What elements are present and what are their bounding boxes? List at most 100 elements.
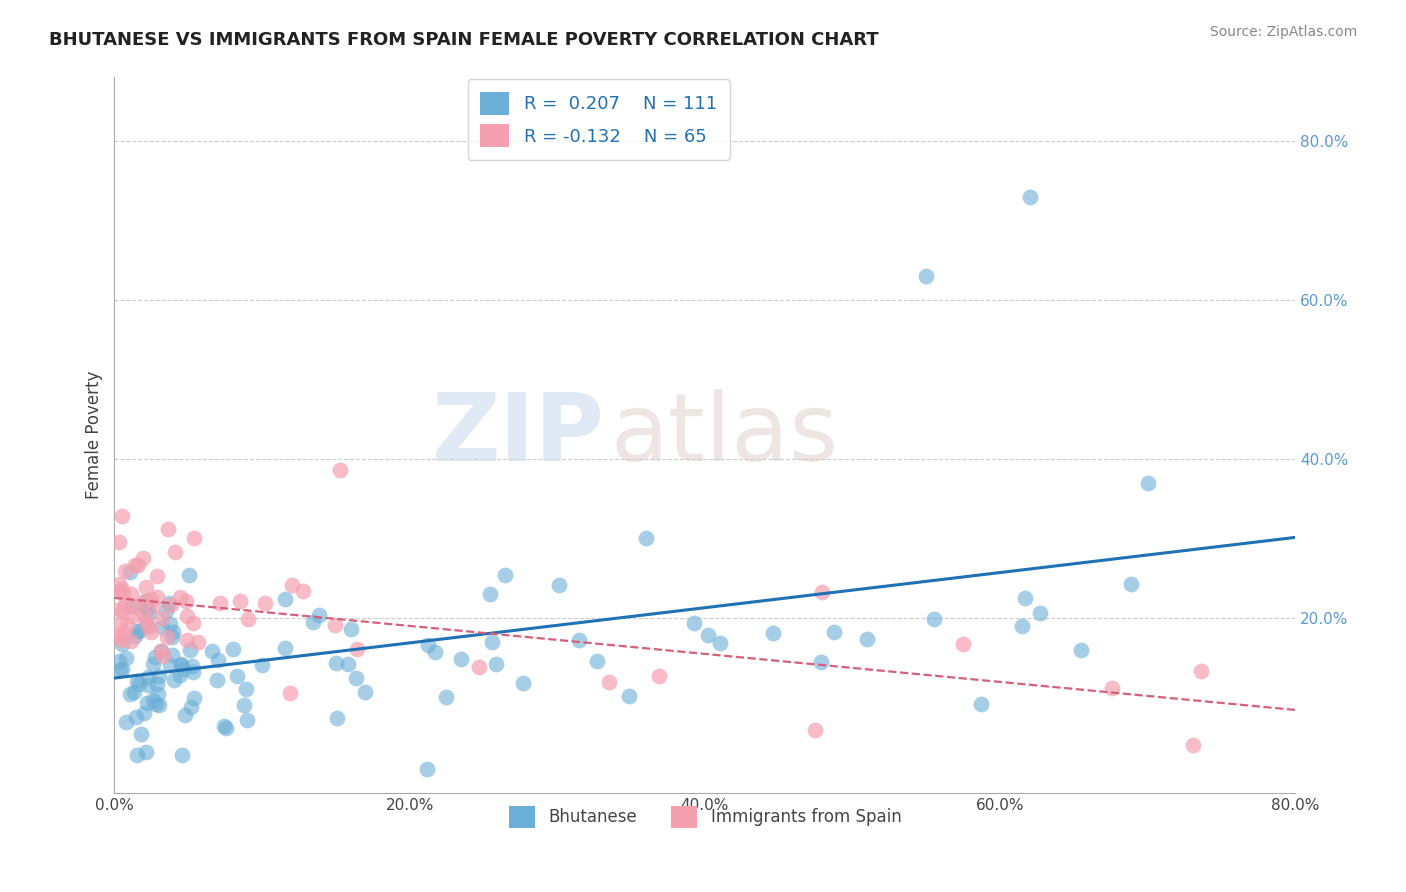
Point: [1028, 606, 1050, 620]
Point: [180, 700, 202, 714]
Point: [172, 662, 194, 676]
Point: [139, 592, 162, 607]
Point: [648, 669, 671, 683]
Point: [682, 615, 704, 630]
Point: [114, 564, 136, 578]
Point: [111, 582, 134, 596]
Y-axis label: Female Poverty: Female Poverty: [86, 371, 103, 500]
Point: [568, 632, 591, 647]
Point: [110, 628, 132, 642]
Point: [855, 632, 877, 646]
Text: atlas: atlas: [610, 389, 839, 481]
Point: [132, 550, 155, 565]
Point: [163, 673, 186, 687]
Point: [110, 584, 132, 599]
Point: [292, 583, 315, 598]
Point: [1189, 664, 1212, 678]
Point: [281, 578, 304, 592]
Point: [120, 633, 142, 648]
Point: [183, 531, 205, 545]
Point: [152, 649, 174, 664]
Point: [155, 604, 177, 618]
Point: [111, 625, 134, 640]
Point: [450, 652, 472, 666]
Point: [115, 617, 138, 632]
Point: [173, 707, 195, 722]
Point: [212, 718, 235, 732]
Point: [127, 558, 149, 572]
Point: [150, 620, 173, 634]
Point: [804, 723, 827, 737]
Point: [148, 698, 170, 712]
Point: [136, 696, 159, 710]
Point: [278, 685, 301, 699]
Point: [709, 636, 731, 650]
Point: [174, 594, 197, 608]
Point: [617, 689, 640, 703]
Point: [598, 675, 620, 690]
Point: [425, 645, 447, 659]
Point: [274, 591, 297, 606]
Point: [112, 587, 135, 601]
Point: [127, 673, 149, 688]
Point: [165, 545, 187, 559]
Point: [134, 599, 156, 613]
Point: [139, 624, 162, 639]
Point: [179, 643, 201, 657]
Point: [110, 633, 132, 648]
Point: [169, 590, 191, 604]
Point: [134, 609, 156, 624]
Point: [142, 657, 165, 671]
Point: [145, 677, 167, 691]
Point: [353, 685, 375, 699]
Point: [108, 601, 131, 615]
Point: [226, 669, 249, 683]
Point: [200, 643, 222, 657]
Point: [111, 662, 134, 676]
Text: ZIP: ZIP: [432, 389, 605, 481]
Point: [162, 624, 184, 639]
Point: [952, 637, 974, 651]
Point: [108, 664, 131, 678]
Point: [148, 669, 170, 683]
Point: [138, 620, 160, 634]
Point: [1014, 591, 1036, 605]
Point: [181, 615, 204, 630]
Point: [468, 659, 491, 673]
Point: [124, 558, 146, 572]
Point: [252, 658, 274, 673]
Point: [207, 653, 229, 667]
Point: [145, 697, 167, 711]
Point: [118, 687, 141, 701]
Point: [120, 599, 142, 614]
Point: [180, 659, 202, 673]
Point: [416, 763, 439, 777]
Point: [125, 710, 148, 724]
Point: [823, 625, 845, 640]
Point: [121, 608, 143, 623]
Point: [120, 587, 142, 601]
Point: [1011, 618, 1033, 632]
Point: [811, 584, 834, 599]
Point: [229, 593, 252, 607]
Point: [157, 522, 180, 536]
Point: [128, 677, 150, 691]
Point: [274, 641, 297, 656]
Point: [111, 637, 134, 651]
Point: [922, 612, 945, 626]
Point: [160, 598, 183, 612]
Point: [156, 630, 179, 644]
Point: [1018, 189, 1040, 203]
Point: [183, 691, 205, 706]
Point: [1101, 681, 1123, 696]
Point: [170, 657, 193, 671]
Point: [136, 617, 159, 632]
Point: [326, 710, 349, 724]
Point: [418, 638, 440, 652]
Point: [111, 605, 134, 619]
Point: [125, 624, 148, 638]
Point: [344, 671, 367, 685]
Point: [160, 648, 183, 662]
Point: [146, 569, 169, 583]
Point: [110, 617, 132, 632]
